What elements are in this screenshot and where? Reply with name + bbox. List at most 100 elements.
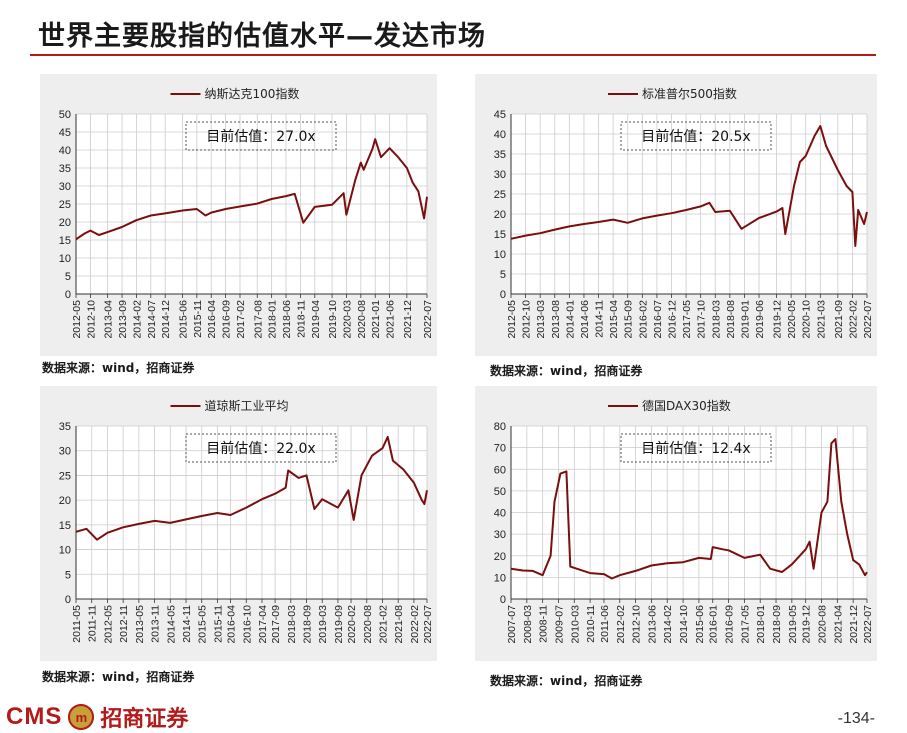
y-tick-label: 50 xyxy=(59,109,71,121)
x-tick-label: 2017-08 xyxy=(252,300,264,339)
source-note-nasdaq: 数据来源：wind，招商证券 xyxy=(42,361,195,375)
x-tick-label: 2020-05 xyxy=(786,300,798,339)
x-tick-label: 2014-12 xyxy=(160,300,172,339)
source-note-sp500: 数据来源：wind，招商证券 xyxy=(490,364,643,378)
y-tick-label: 10 xyxy=(59,253,71,265)
x-tick-label: 2018-06 xyxy=(281,300,293,339)
page-number: -134- xyxy=(837,710,875,727)
x-tick-label: 2016-02 xyxy=(637,300,649,339)
x-tick-label: 2020-08 xyxy=(362,605,374,644)
x-tick-label: 2016-01 xyxy=(708,605,720,644)
x-tick-label: 2012-10 xyxy=(631,605,643,644)
plot-area xyxy=(76,426,427,599)
x-tick-label: 2007-07 xyxy=(506,605,518,644)
x-tick-label: 2019-06 xyxy=(754,300,766,339)
y-tick-label: 15 xyxy=(59,235,71,247)
x-tick-label: 2018-11 xyxy=(295,300,307,338)
y-tick-label: 80 xyxy=(494,421,506,433)
x-tick-label: 2022-02 xyxy=(847,300,859,339)
page-title: 世界主要股指的估值水平—发达市场 xyxy=(38,21,486,52)
x-tick-label: 2017-05 xyxy=(681,300,693,339)
chart-dax30: 0 10 20 30 40 50 60 70 80 2007-07 2008-03 2008-11 20… xyxy=(475,386,877,661)
x-tick-label: 2008-11 xyxy=(538,605,550,643)
x-tick-label: 2012-02 xyxy=(615,605,627,644)
y-tick-label: 45 xyxy=(59,127,71,139)
x-tick-label: 2021-02 xyxy=(377,605,389,644)
x-tick-label: 2012-05 xyxy=(506,300,518,339)
y-tick-label: 60 xyxy=(494,464,506,476)
logo-company-name: 招商证券 xyxy=(100,707,189,732)
x-tick-label: 2021-08 xyxy=(393,605,405,644)
y-tick-label: 20 xyxy=(494,209,506,221)
x-tick-label: 2020-02 xyxy=(346,605,358,644)
x-tick-label: 2010-11 xyxy=(585,605,597,643)
x-tick-label: 2018-09 xyxy=(771,605,783,644)
cms-logo: CMS m 招商证券 xyxy=(6,702,188,732)
x-tick-label: 2010-03 xyxy=(569,605,581,644)
x-tick-label: 2018-09 xyxy=(302,605,314,644)
annotation-label: 目前估值：22.0x xyxy=(206,440,315,457)
y-tick-label: 35 xyxy=(494,149,506,161)
x-tick-label: 2017-10 xyxy=(696,300,708,339)
x-tick-label: 2011-05 xyxy=(71,605,83,643)
x-tick-label: 2014-11 xyxy=(594,300,606,338)
y-tick-label: 10 xyxy=(494,249,506,261)
x-tick-label: 2009-07 xyxy=(553,605,565,644)
x-tick-label: 2021-12 xyxy=(402,300,414,339)
x-tick-label: 2022-07 xyxy=(422,300,434,339)
y-tick-label: 30 xyxy=(494,529,506,541)
x-tick-label: 2014-06 xyxy=(579,300,591,339)
x-tick-label: 2015-06 xyxy=(694,605,706,644)
plot-area xyxy=(511,114,867,294)
series-line xyxy=(510,125,868,247)
y-tick-label: 25 xyxy=(59,470,71,482)
annotation-box xyxy=(620,121,772,151)
x-tick-label: 2014-01 xyxy=(564,300,576,339)
x-tick-label: 2015-06 xyxy=(177,300,189,339)
x-tick-label: 2019-12 xyxy=(801,605,813,644)
x-tick-label: 2021-01 xyxy=(370,300,382,339)
x-tick-label: 2017-09 xyxy=(270,605,282,644)
annotation-box xyxy=(620,433,772,463)
legend-label: 纳斯达克100指数 xyxy=(205,86,300,101)
x-tick-label: 2020-08 xyxy=(817,605,829,644)
series-line xyxy=(75,435,428,541)
y-tick-label: 0 xyxy=(500,594,506,606)
x-tick-label: 2015-04 xyxy=(608,300,620,339)
x-tick-label: 2021-12 xyxy=(848,605,860,644)
x-tick-label: 2011-11 xyxy=(87,605,99,642)
y-tick-label: 70 xyxy=(494,443,506,455)
logo-cms-text: CMS xyxy=(6,703,63,730)
chart-svg: 0 5 10 15 20 25 30 35 40 45 50 2012-05 2012-10 2013-0… xyxy=(59,86,434,339)
annotation-box xyxy=(185,433,337,463)
x-tick-label: 2022-02 xyxy=(409,605,421,644)
x-tick-label: 2019-09 xyxy=(333,605,345,644)
x-tick-label: 2019-05 xyxy=(787,605,799,644)
x-tick-label: 2016-07 xyxy=(652,300,664,339)
y-tick-label: 15 xyxy=(59,520,71,532)
x-tick-label: 2016-10 xyxy=(241,605,253,644)
x-tick-label: 2012-11 xyxy=(118,605,130,643)
x-tick-label: 2013-11 xyxy=(150,605,162,643)
x-tick-label: 2020-03 xyxy=(341,300,353,339)
x-tick-label: 2015-11 xyxy=(192,300,204,338)
y-tick-label: 30 xyxy=(59,446,71,458)
y-tick-label: 30 xyxy=(59,181,71,193)
x-tick-label: 2019-04 xyxy=(310,300,322,339)
y-tick-label: 15 xyxy=(494,229,506,241)
y-tick-label: 5 xyxy=(65,569,71,581)
y-tick-label: 0 xyxy=(65,289,71,301)
chart-sp500: 0 5 10 15 20 25 30 35 40 45 2012-05 2012-10 2013-03 2… xyxy=(475,74,877,356)
x-tick-label: 2021-04 xyxy=(832,605,844,644)
series-line xyxy=(75,138,428,241)
x-tick-label: 2014-02 xyxy=(662,605,674,644)
y-tick-label: 10 xyxy=(494,572,506,584)
x-tick-label: 2019-10 xyxy=(327,300,339,339)
x-tick-label: 2013-03 xyxy=(535,300,547,339)
x-tick-label: 2022-07 xyxy=(422,605,434,644)
y-tick-label: 30 xyxy=(494,169,506,181)
x-tick-label: 2016-09 xyxy=(221,300,233,339)
y-tick-label: 20 xyxy=(59,217,71,229)
